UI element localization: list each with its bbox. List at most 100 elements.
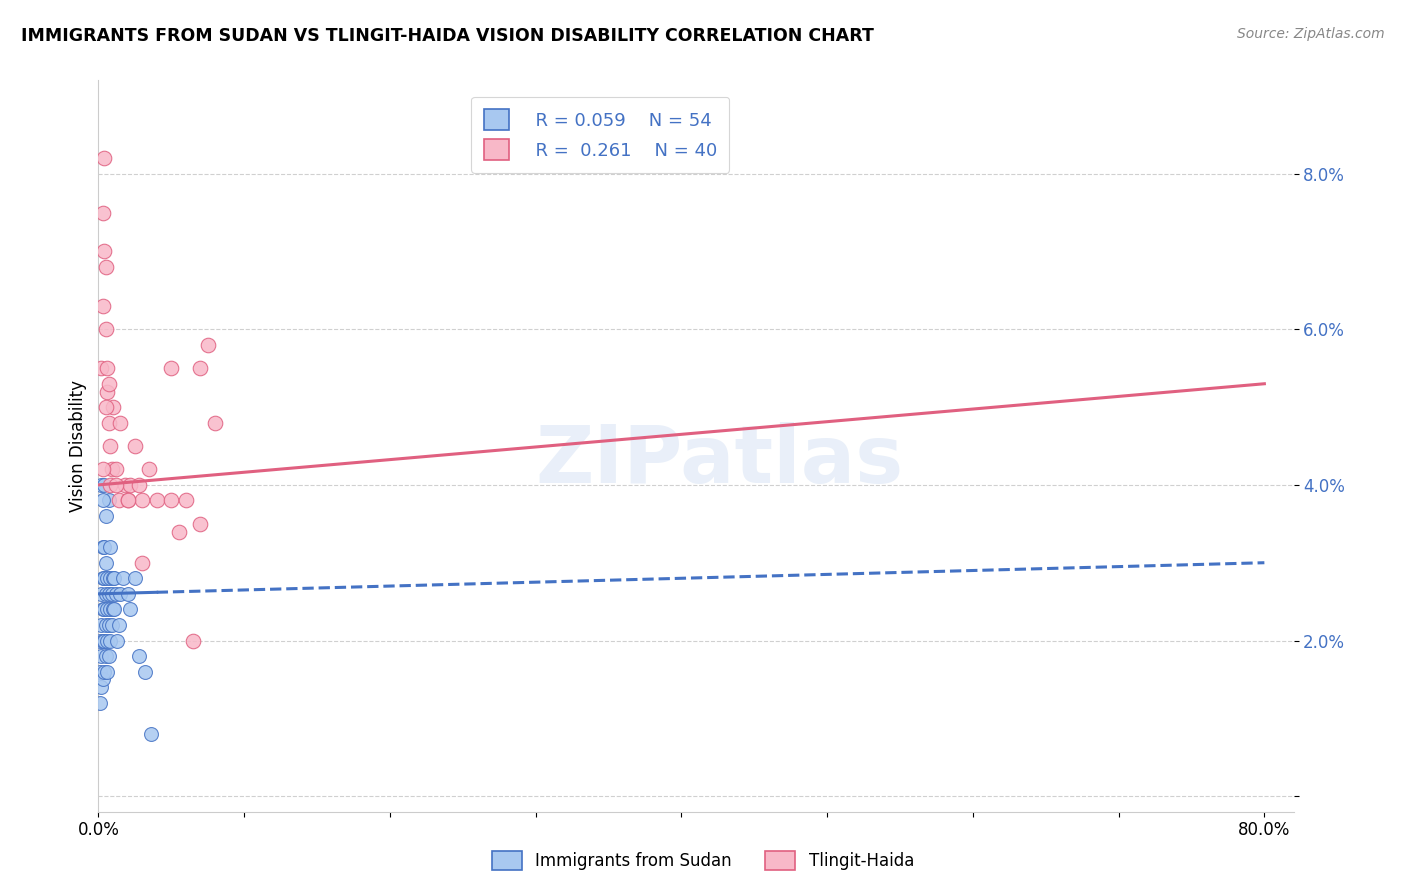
Point: [100, 462, 122, 476]
Legend:   R = 0.059    N = 54,   R =  0.261    N = 40: R = 0.059 N = 54, R = 0.261 N = 40: [471, 96, 730, 173]
Point: [91, 673, 114, 687]
Point: [103, 571, 125, 585]
Point: [105, 633, 128, 648]
Point: [98, 439, 121, 453]
Point: [117, 493, 139, 508]
Point: [100, 618, 122, 632]
Point: [98, 633, 121, 648]
Point: [138, 462, 160, 476]
Point: [90, 618, 112, 632]
Point: [98, 478, 121, 492]
Point: [90, 361, 112, 376]
Point: [93, 540, 115, 554]
Point: [93, 244, 115, 259]
Point: [97, 376, 120, 391]
Point: [128, 478, 150, 492]
Point: [110, 587, 132, 601]
Point: [94, 587, 117, 601]
Point: [103, 602, 125, 616]
Point: [131, 556, 153, 570]
Point: [94, 509, 117, 524]
Point: [101, 571, 124, 585]
Point: [124, 571, 146, 585]
Point: [117, 587, 139, 601]
Point: [117, 493, 139, 508]
Point: [167, 524, 190, 539]
Point: [89, 665, 111, 679]
Point: [160, 493, 183, 508]
Point: [93, 571, 115, 585]
Point: [94, 618, 117, 632]
Point: [91, 602, 114, 616]
Point: [190, 361, 212, 376]
Point: [101, 602, 124, 616]
Point: [124, 439, 146, 453]
Text: Source: ZipAtlas.com: Source: ZipAtlas.com: [1237, 27, 1385, 41]
Point: [93, 151, 115, 165]
Y-axis label: Vision Disability: Vision Disability: [69, 380, 87, 512]
Point: [139, 727, 162, 741]
Point: [197, 338, 219, 352]
Point: [145, 493, 167, 508]
Point: [93, 665, 115, 679]
Point: [97, 618, 120, 632]
Point: [100, 587, 122, 601]
Point: [91, 633, 114, 648]
Point: [101, 400, 124, 414]
Point: [94, 649, 117, 664]
Text: IMMIGRANTS FROM SUDAN VS TLINGIT-HAIDA VISION DISABILITY CORRELATION CHART: IMMIGRANTS FROM SUDAN VS TLINGIT-HAIDA V…: [21, 27, 875, 45]
Point: [93, 633, 115, 648]
Point: [110, 416, 132, 430]
Point: [91, 493, 114, 508]
Point: [174, 493, 197, 508]
Point: [94, 400, 117, 414]
Point: [96, 361, 118, 376]
Point: [104, 587, 127, 601]
Point: [108, 618, 131, 632]
Point: [97, 416, 120, 430]
Point: [94, 556, 117, 570]
Point: [91, 540, 114, 554]
Point: [96, 384, 118, 399]
Point: [160, 361, 183, 376]
Point: [134, 665, 156, 679]
Point: [90, 649, 112, 664]
Point: [104, 462, 127, 476]
Point: [98, 571, 121, 585]
Point: [112, 571, 135, 585]
Point: [120, 478, 142, 492]
Point: [94, 260, 117, 274]
Point: [128, 649, 150, 664]
Point: [120, 602, 142, 616]
Point: [181, 633, 204, 648]
Point: [204, 416, 226, 430]
Point: [91, 299, 114, 313]
Point: [108, 493, 131, 508]
Point: [104, 478, 127, 492]
Point: [190, 516, 212, 531]
Point: [93, 478, 115, 492]
Point: [97, 493, 120, 508]
Point: [89, 696, 111, 710]
Point: [93, 602, 115, 616]
Point: [90, 478, 112, 492]
Point: [98, 540, 121, 554]
Point: [96, 633, 118, 648]
Point: [131, 493, 153, 508]
Point: [114, 478, 136, 492]
Point: [91, 571, 114, 585]
Point: [91, 462, 114, 476]
Point: [94, 322, 117, 336]
Point: [98, 602, 121, 616]
Point: [97, 587, 120, 601]
Point: [97, 649, 120, 664]
Point: [96, 665, 118, 679]
Legend: Immigrants from Sudan, Tlingit-Haida: Immigrants from Sudan, Tlingit-Haida: [485, 844, 921, 877]
Text: ZIPatlas: ZIPatlas: [536, 422, 904, 500]
Point: [96, 602, 118, 616]
Point: [91, 205, 114, 219]
Point: [90, 680, 112, 694]
Point: [96, 571, 118, 585]
Point: [89, 633, 111, 648]
Point: [90, 587, 112, 601]
